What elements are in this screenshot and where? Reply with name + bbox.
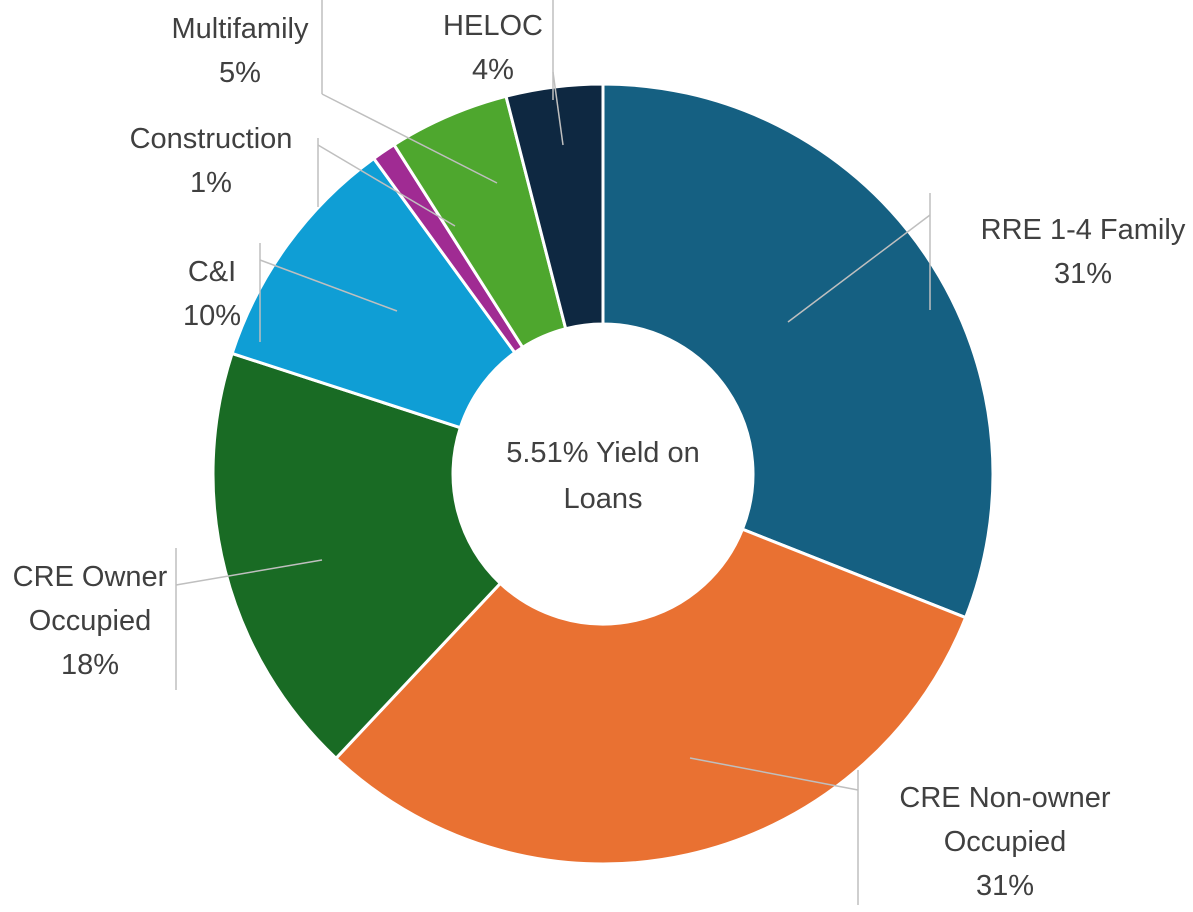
leader-line [175, 559, 323, 586]
center-annotation: 5.51% Yield on Loans [506, 437, 700, 515]
category-label: RRE 1-4 Family [980, 214, 1186, 246]
category-label: CRE Owner Occupied [12, 561, 168, 637]
slices [211, 82, 995, 866]
category-label: Multifamily [171, 13, 309, 45]
data-label: RRE 1-4 Family 31% [973, 208, 1193, 296]
category-label: HELOC [443, 10, 543, 42]
leader-line [787, 214, 931, 323]
leader-line [552, 71, 564, 146]
value-label: 31% [975, 870, 1035, 902]
category-label: C&I [187, 256, 237, 288]
category-label: Construction [129, 123, 293, 155]
slice [211, 351, 503, 761]
leader-line [689, 757, 859, 791]
data-label: HELOC 4% [428, 4, 558, 92]
data-label: C&I 10% [152, 250, 272, 338]
slice [230, 156, 517, 430]
value-label: 1% [190, 167, 232, 199]
value-label: 10% [182, 300, 242, 332]
value-label: 5% [219, 57, 261, 89]
slice [504, 82, 605, 331]
leader-lines [175, 0, 931, 905]
value-label: 31% [1053, 258, 1113, 290]
slice [601, 82, 995, 620]
leader-line [259, 259, 398, 312]
value-label: 4% [472, 54, 514, 86]
data-label: CRE Non-owner Occupied 31% [880, 776, 1130, 908]
data-label: Construction 1% [111, 117, 311, 205]
data-label: CRE Owner Occupied 18% [0, 555, 180, 687]
leader-line [317, 144, 456, 227]
category-label: CRE Non-owner Occupied [899, 782, 1111, 858]
data-label: Multifamily 5% [145, 7, 335, 95]
leader-line [321, 93, 498, 184]
value-label: 18% [60, 649, 120, 681]
